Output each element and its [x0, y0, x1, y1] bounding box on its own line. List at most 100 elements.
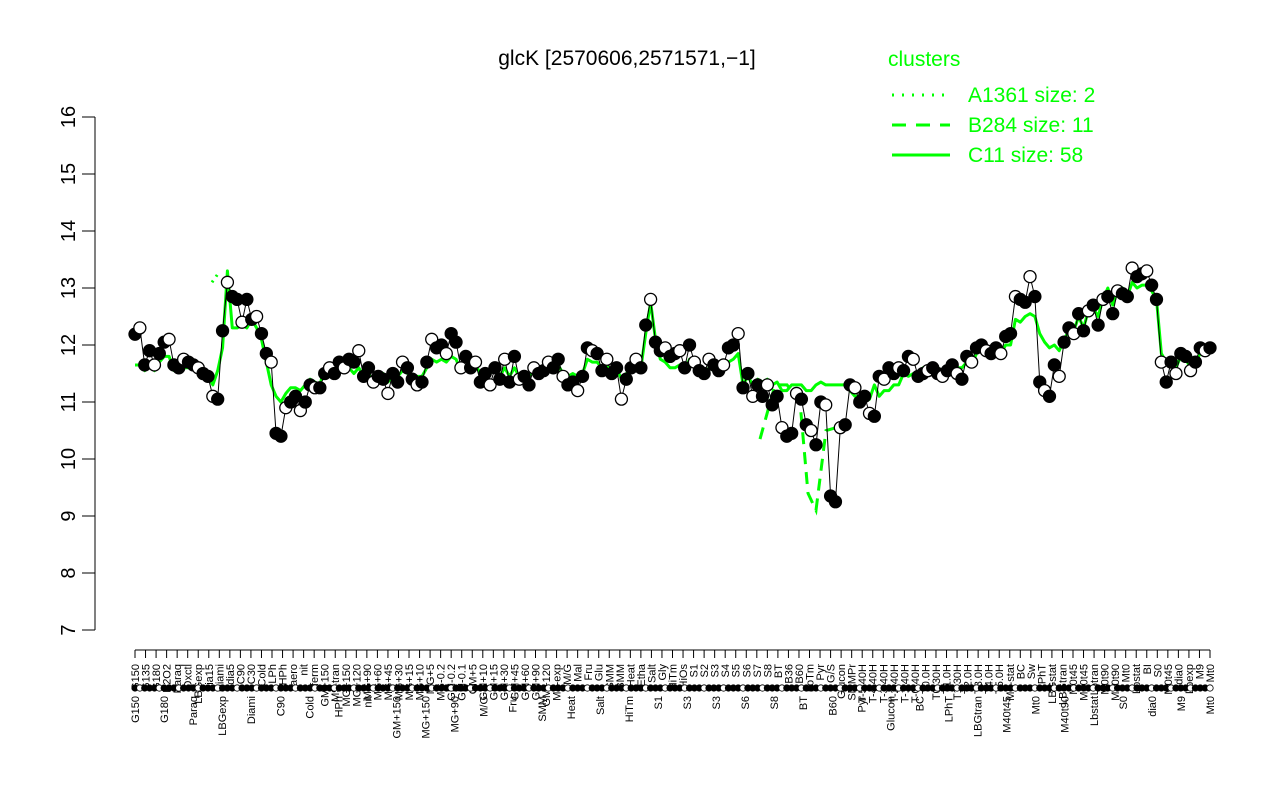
x-category-label: Fru [583, 664, 595, 681]
legend-label-c11: C11 size: 58 [968, 144, 1083, 167]
x-category-label: BMM [615, 664, 627, 690]
x-category-label-bottom: Heat [566, 696, 578, 719]
x-category-label: LPhT [1036, 664, 1048, 691]
x-category-label: MG+60 [372, 664, 384, 700]
data-point [828, 495, 843, 509]
data-point [794, 392, 809, 406]
x-category-label-bottom: Diami [246, 696, 258, 724]
y-tick-label: 15 [58, 163, 80, 185]
x-category-label: GM-0.2 [446, 664, 458, 701]
data-point [1159, 375, 1173, 389]
data-point [147, 358, 162, 372]
x-category-label: Mt0 [1121, 664, 1133, 682]
x-category-label: T-1.40H [899, 664, 911, 703]
x-category-label-bottom: Salt [595, 696, 607, 715]
x-category-label: T-5.40H [857, 664, 869, 703]
data-point [570, 383, 585, 398]
x-category-label: M9-stat [1005, 664, 1017, 701]
data-point [376, 372, 390, 386]
x-category-label: Gly [657, 664, 669, 681]
data-point [697, 366, 711, 381]
x-category-label-bottom: BT [798, 696, 810, 710]
data-point [731, 326, 745, 341]
legend: clusters A1361 size: 2 B284 size: 11 C11… [888, 48, 1095, 167]
data-point [381, 386, 395, 401]
data-point [415, 375, 429, 389]
x-category-label: M9-tran [330, 664, 342, 702]
x-category-label: G135 [141, 664, 153, 691]
legend-title: clusters [888, 48, 960, 71]
x-category-label: Sw [1026, 664, 1038, 679]
rug-marker [1206, 684, 1214, 692]
data-point [575, 369, 590, 384]
data-point [639, 318, 653, 332]
x-category-label: MG-0.2 [436, 664, 448, 701]
data-point [274, 429, 288, 443]
data-point [449, 335, 463, 349]
data-point [1003, 326, 1018, 341]
data-point [1144, 278, 1159, 292]
x-category-label-bottom: HiTm [624, 696, 636, 722]
data-point [313, 381, 327, 395]
x-category-label: S7 [752, 664, 764, 677]
data-point [716, 358, 731, 372]
data-point [215, 324, 230, 338]
data-point [804, 423, 818, 438]
data-point [614, 392, 629, 406]
data-point [760, 378, 775, 392]
data-point [152, 346, 166, 361]
x-category-label: S8 [762, 664, 774, 677]
x-category-label: G/S [826, 664, 838, 683]
data-point [1188, 355, 1203, 369]
x-category-label: SMM [604, 664, 616, 690]
x-category-label: aero [288, 664, 300, 686]
data-point [468, 355, 483, 369]
x-category-label: BC [1015, 664, 1027, 679]
x-category-label-bottom: M9 [1176, 696, 1188, 711]
data-point [1028, 289, 1042, 304]
data-point [478, 366, 492, 381]
y-tick-label: 12 [58, 334, 80, 356]
data-point [741, 366, 755, 381]
x-category-label-bottom: LBGtran [973, 696, 985, 737]
x-category-label: B36 [783, 664, 795, 684]
data-point [1164, 355, 1178, 369]
x-category-label: LPh [267, 664, 279, 684]
x-category-label: Mal [573, 664, 585, 682]
x-category-label: C30 [246, 664, 258, 684]
data-point [162, 332, 176, 346]
x-category-label: Oxctl [183, 664, 195, 689]
x-category-label: BT [773, 664, 785, 678]
x-category-label-bottom: nit [362, 696, 374, 708]
data-point [420, 355, 434, 369]
data-point [809, 438, 823, 452]
x-category-label-bottom: BC [914, 696, 926, 711]
data-point [634, 361, 648, 375]
data-point [867, 409, 882, 423]
x-category-label: Glu [594, 664, 606, 681]
x-category-label-bottom: MG+150 [421, 696, 433, 739]
data-point [736, 381, 750, 395]
data-point [673, 344, 687, 358]
x-category-label-bottom: Pyr [856, 696, 868, 713]
chart-title: glcK [2570606,2571571,−1] [498, 47, 755, 70]
x-category-label: Cold [256, 664, 268, 687]
x-category-label: Salt [646, 664, 658, 683]
data-point [483, 378, 497, 392]
x-category-label: HiTm [668, 664, 680, 690]
data-point [1042, 389, 1057, 403]
x-category-label-bottom: Fru [508, 696, 520, 713]
x-category-label: Heat [625, 664, 637, 687]
data-points [128, 261, 1217, 509]
data-point [1101, 289, 1115, 304]
data-point [1149, 292, 1164, 307]
data-point [361, 361, 376, 375]
y-tick-label: 13 [58, 277, 80, 299]
x-category-label-bottom: HPh [333, 696, 345, 717]
x-category-label-bottom: C90 [275, 696, 287, 716]
data-point [600, 352, 614, 366]
x-category-label-bottom: Mt0 [1205, 696, 1217, 714]
data-point [955, 372, 969, 386]
data-point [522, 378, 536, 392]
